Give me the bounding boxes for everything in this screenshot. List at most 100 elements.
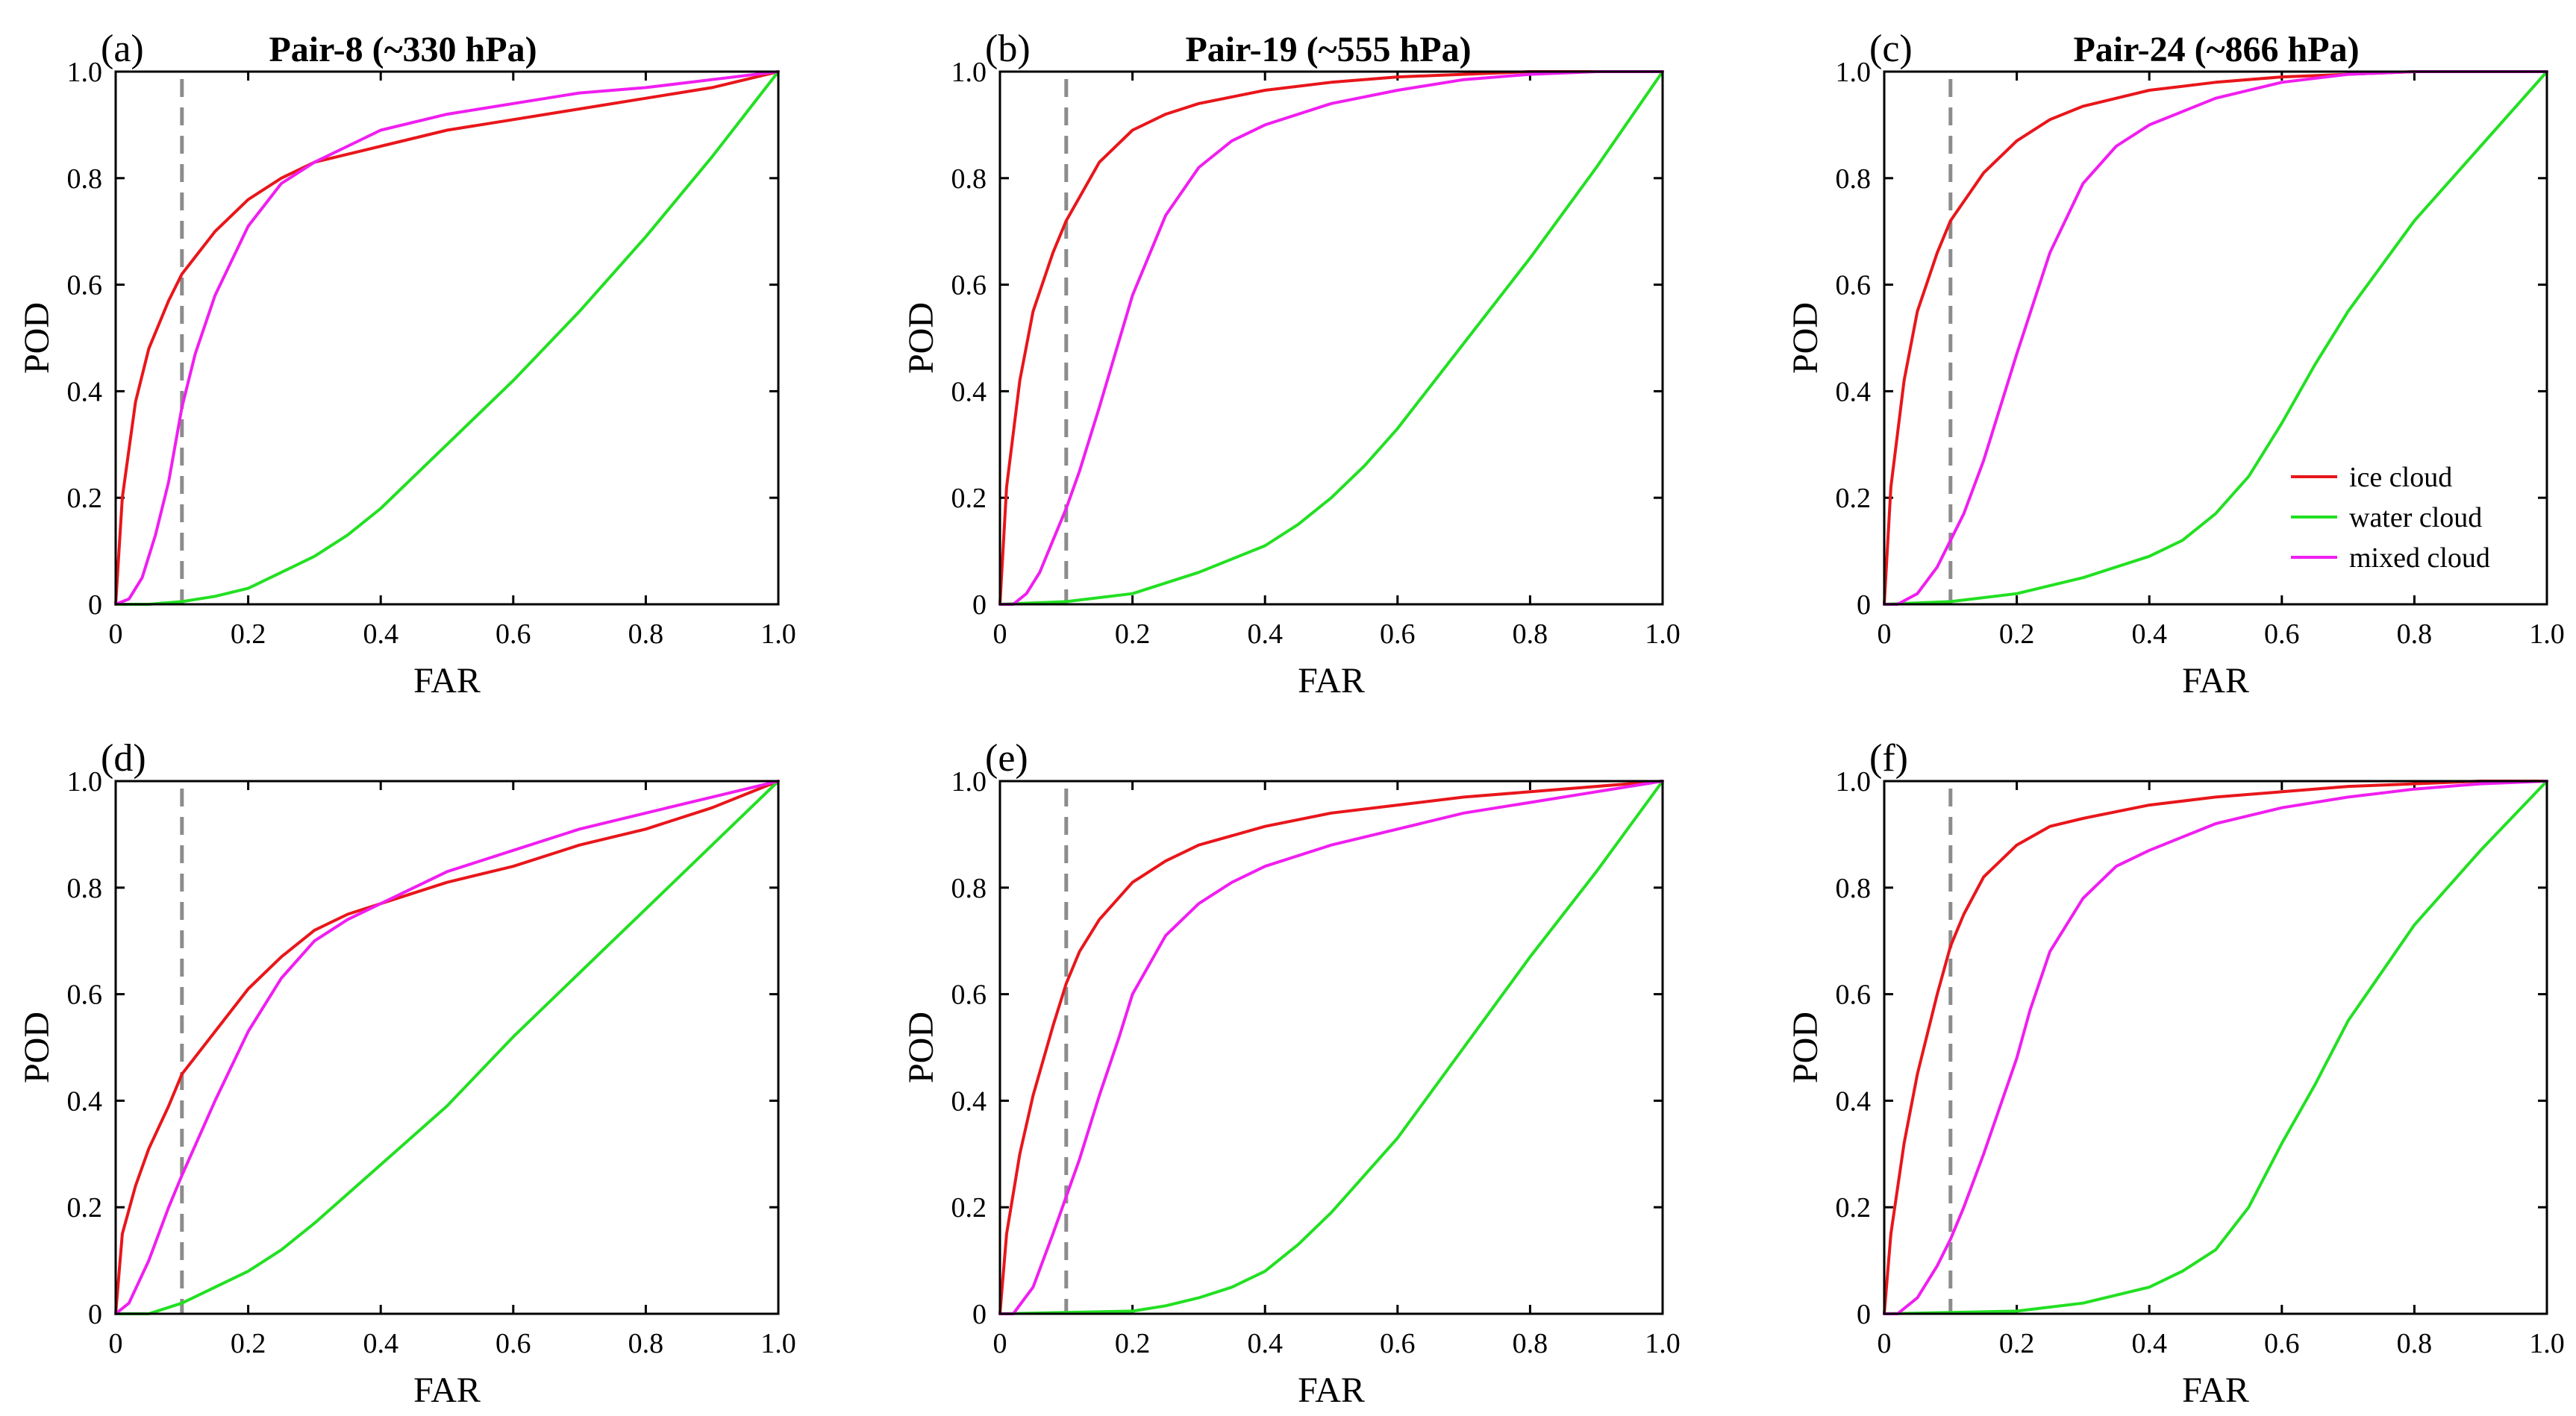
y-tick-label: 0.4 — [1836, 376, 1872, 407]
x-tick-label: 1.0 — [2529, 1328, 2565, 1359]
x-tick-label: 0.4 — [1247, 1328, 1283, 1359]
x-tick-label: 0.6 — [2264, 618, 2300, 650]
panel-label: (c) — [1869, 28, 1913, 70]
panel-title: Pair-19 (~555 hPa) — [1185, 30, 1471, 69]
x-tick-label: 0 — [1878, 618, 1892, 650]
x-tick-label: 0.8 — [1513, 618, 1548, 650]
y-axis-label: POD — [17, 1012, 57, 1083]
y-tick-label: 0.2 — [67, 483, 103, 514]
y-tick-label: 0.6 — [1836, 980, 1872, 1011]
series-line-water-cloud — [114, 780, 780, 1315]
series-line-ice-cloud — [998, 70, 1664, 606]
x-tick-label: 0.4 — [363, 1328, 398, 1359]
y-tick-label: 0 — [88, 1299, 102, 1330]
y-tick-label: 0.8 — [1836, 163, 1872, 195]
x-tick-label: 0.2 — [1115, 1328, 1151, 1359]
series-line-mixed-cloud — [1883, 780, 2548, 1315]
y-tick-label: 1.0 — [67, 57, 103, 88]
chart-panel-c: 0 0.2 0.4 0.6 0.8 1.0 0 0.2 0.4 0.6 0.8 1.0 FAR POD (c… — [1786, 28, 2565, 701]
x-tick-label: 0.2 — [1999, 618, 2035, 650]
x-tick-label: 0.4 — [1247, 618, 1283, 650]
y-tick-label: 0.4 — [1836, 1086, 1872, 1117]
legend-label-water-cloud: water cloud — [2349, 502, 2482, 533]
y-tick-label: 0.2 — [951, 483, 987, 514]
x-tick-label: 0.4 — [363, 618, 398, 650]
y-tick-label: 0 — [972, 1299, 987, 1330]
y-tick-label: 1.0 — [951, 57, 987, 88]
series-line-water-cloud — [998, 780, 1664, 1315]
y-tick-label: 0.2 — [1836, 1192, 1872, 1224]
x-tick-label: 0.4 — [2131, 1328, 2167, 1359]
x-tick-label: 1.0 — [760, 618, 796, 650]
y-tick-label: 0.6 — [67, 270, 103, 301]
x-axis-label: FAR — [1298, 1370, 1365, 1410]
y-tick-label: 0.8 — [951, 873, 987, 904]
legend-label-ice-cloud: ice cloud — [2349, 462, 2452, 493]
y-tick-label: 0.4 — [951, 1086, 987, 1117]
series-line-mixed-cloud — [114, 70, 780, 606]
y-tick-label: 0.6 — [951, 270, 987, 301]
legend: ice cloud water cloud mixed cloud — [2291, 462, 2490, 574]
chart-panel-e: 0 0.2 0.4 0.6 0.8 1.0 0 0.2 0.4 0.6 0.8 1.0 FAR POD (e… — [901, 737, 1681, 1410]
plot-frame — [114, 780, 780, 1315]
y-tick-label: 0.6 — [951, 980, 987, 1011]
y-tick-label: 0.2 — [1836, 483, 1872, 514]
x-tick-label: 0.6 — [495, 1328, 531, 1359]
y-axis-label: POD — [901, 302, 941, 374]
series-line-mixed-cloud — [998, 780, 1664, 1315]
chart-panel-b: 0 0.2 0.4 0.6 0.8 1.0 0 0.2 0.4 0.6 0.8 1.0 FAR POD (b… — [901, 28, 1681, 701]
panel-title: Pair-24 (~866 hPa) — [2073, 30, 2359, 69]
panel-title: Pair-8 (~330 hPa) — [269, 30, 537, 69]
x-tick-label: 1.0 — [1645, 618, 1681, 650]
x-tick-label: 0 — [993, 1328, 1007, 1359]
x-tick-label: 0.4 — [2131, 618, 2167, 650]
plot-frame — [114, 70, 780, 606]
panel-label: (a) — [101, 28, 144, 70]
y-tick-label: 0 — [88, 589, 102, 621]
panel-label: (f) — [1869, 737, 1908, 780]
x-tick-label: 0.2 — [1999, 1328, 2035, 1359]
plot-frame — [1883, 70, 2548, 606]
y-tick-label: 1.0 — [951, 766, 987, 798]
plot-frame — [1883, 780, 2548, 1315]
y-tick-label: 0.8 — [1836, 873, 1872, 904]
y-tick-label: 0 — [1857, 589, 1871, 621]
y-tick-label: 0 — [972, 589, 987, 621]
y-tick-label: 0.4 — [951, 376, 987, 407]
x-tick-label: 0 — [1878, 1328, 1892, 1359]
y-tick-label: 0.2 — [67, 1192, 103, 1224]
plot-frame — [998, 780, 1664, 1315]
series-line-mixed-cloud — [1883, 70, 2548, 606]
x-axis-label: FAR — [413, 661, 481, 701]
x-tick-label: 0.8 — [1513, 1328, 1548, 1359]
series-line-water-cloud — [998, 70, 1664, 606]
x-tick-label: 0 — [109, 1328, 123, 1359]
panel-label: (d) — [101, 737, 146, 780]
y-axis-label: POD — [1786, 1012, 1825, 1083]
series-line-water-cloud — [1883, 70, 2548, 606]
series-line-ice-cloud — [114, 780, 780, 1315]
x-tick-label: 0.6 — [495, 618, 531, 650]
chart-panel-f: 0 0.2 0.4 0.6 0.8 1.0 0 0.2 0.4 0.6 0.8 1.0 FAR POD (f… — [1786, 737, 2565, 1410]
plot-frame — [998, 70, 1664, 606]
x-axis-label: FAR — [2182, 661, 2249, 701]
y-tick-label: 0.4 — [67, 1086, 103, 1117]
x-tick-label: 0.8 — [628, 618, 664, 650]
x-tick-label: 0.8 — [2397, 1328, 2433, 1359]
series-line-water-cloud — [114, 70, 780, 606]
y-tick-label: 0.2 — [951, 1192, 987, 1224]
y-tick-label: 0.8 — [67, 873, 103, 904]
x-tick-label: 0.6 — [1380, 618, 1416, 650]
series-line-mixed-cloud — [998, 70, 1664, 606]
x-tick-label: 0.6 — [2264, 1328, 2300, 1359]
x-axis-label: FAR — [2182, 1370, 2249, 1410]
y-tick-label: 0.8 — [67, 163, 103, 195]
x-axis-label: FAR — [1298, 661, 1365, 701]
y-axis-label: POD — [901, 1012, 941, 1083]
chart-panel-d: 0 0.2 0.4 0.6 0.8 1.0 0 0.2 0.4 0.6 0.8 1.0 FAR POD (d… — [17, 737, 796, 1410]
y-tick-label: 1.0 — [67, 766, 103, 798]
y-tick-label: 0.6 — [67, 980, 103, 1011]
y-tick-label: 0 — [1857, 1299, 1871, 1330]
x-tick-label: 0.8 — [2397, 618, 2433, 650]
